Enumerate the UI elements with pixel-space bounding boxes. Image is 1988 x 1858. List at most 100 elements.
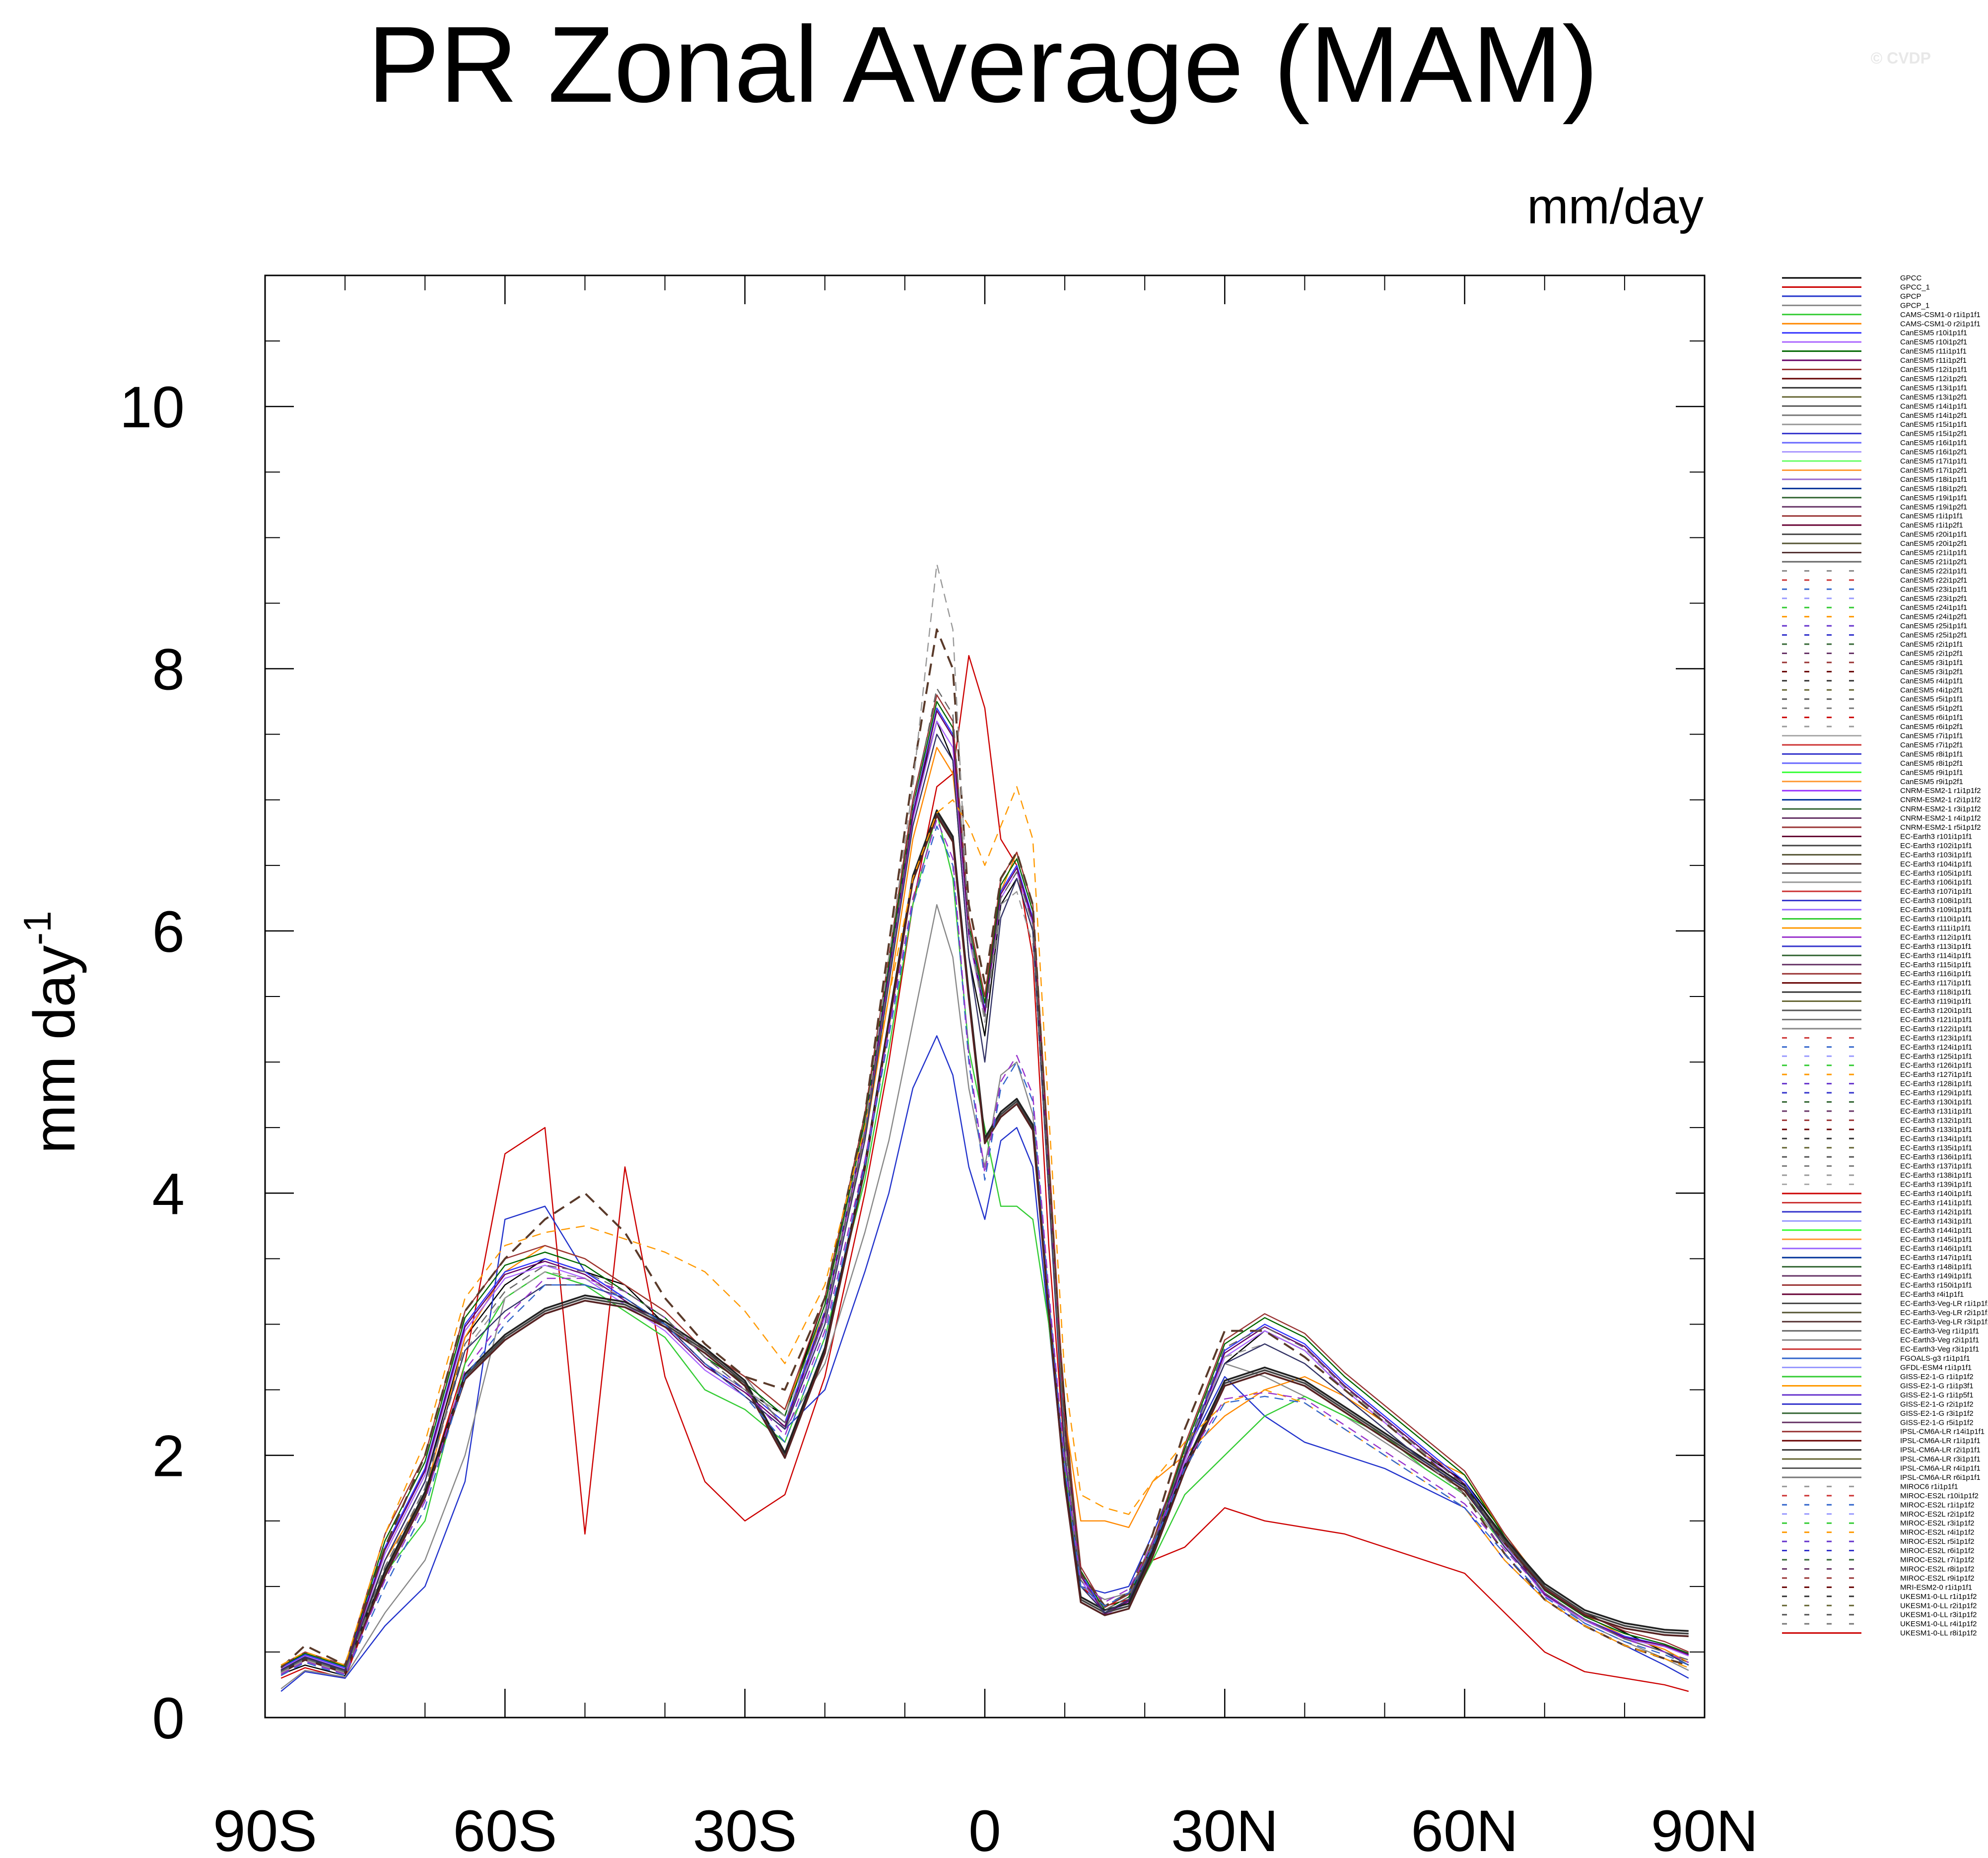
legend-item: CanESM5 r25i1p2f1	[1782, 631, 1967, 640]
legend-label: CanESM5 r22i1p2f1	[1900, 576, 1967, 585]
legend-label: EC-Earth3 r138i1p1f1	[1900, 1171, 1972, 1180]
legend-label: EC-Earth3 r101i1p1f1	[1900, 832, 1972, 841]
legend-label: CanESM5 r15i1p2f1	[1900, 430, 1967, 438]
legend-item: CanESM5 r2i1p2f1	[1782, 649, 1963, 658]
legend-item: EC-Earth3 r143i1p1f1	[1782, 1217, 1972, 1225]
legend-label: CanESM5 r20i1p2f1	[1900, 539, 1967, 548]
legend-item: CanESM5 r5i1p1f1	[1782, 695, 1963, 704]
legend-label: EC-Earth3 r135i1p1f1	[1900, 1144, 1972, 1152]
legend-label: CanESM5 r9i1p2f1	[1900, 778, 1963, 786]
series-line-9	[280, 701, 1689, 1667]
legend-item: FGOALS-g3 r1i1p1f1	[1782, 1354, 1970, 1363]
legend-item: EC-Earth3 r110i1p1f1	[1782, 915, 1972, 924]
legend-label: CanESM5 r12i1p2f1	[1900, 375, 1967, 383]
legend-item: EC-Earth3 r116i1p1f1	[1782, 970, 1972, 978]
legend-label: CNRM-ESM2-1 r1i1p1f2	[1900, 787, 1981, 795]
legend-label: CanESM5 r24i1p1f1	[1900, 603, 1967, 612]
legend-item: EC-Earth3 r131i1p1f1	[1782, 1107, 1972, 1116]
legend-label: CanESM5 r18i1p2f1	[1900, 484, 1967, 493]
legend-item: EC-Earth3 r147i1p1f1	[1782, 1254, 1972, 1262]
legend-label: EC-Earth3-Veg-LR r3i1p1f1	[1900, 1318, 1988, 1326]
axes	[264, 274, 1706, 1719]
legend-label: CanESM5 r5i1p1f1	[1900, 695, 1963, 704]
legend-label: EC-Earth3 r142i1p1f1	[1900, 1208, 1972, 1216]
legend-item: UKESM1-0-LL r4i1p1f2	[1782, 1620, 1977, 1628]
legend-label: EC-Earth3 r118i1p1f1	[1900, 988, 1972, 996]
legend-label: EC-Earth3 r115i1p1f1	[1900, 961, 1972, 969]
legend-item: EC-Earth3 r109i1p1f1	[1782, 906, 1972, 914]
legend-item: MIROC-ES2L r9i1p1f2	[1782, 1574, 1975, 1583]
legend-item: EC-Earth3 r101i1p1f1	[1782, 832, 1972, 841]
legend-label: EC-Earth3 r119i1p1f1	[1900, 997, 1972, 1006]
legend-item: EC-Earth3 r145i1p1f1	[1782, 1235, 1972, 1244]
legend-item: EC-Earth3 r102i1p1f1	[1782, 842, 1972, 850]
legend-label: MIROC-ES2L r10i1p1f2	[1900, 1492, 1979, 1500]
x-tick-label-3: 30S	[693, 1798, 797, 1858]
legend-item: CNRM-ESM2-1 r1i1p1f2	[1782, 787, 1981, 795]
series-line-21	[280, 687, 1689, 1672]
legend-item: MIROC-ES2L r5i1p1f2	[1782, 1537, 1975, 1546]
legend-item: EC-Earth3 r108i1p1f1	[1782, 897, 1972, 905]
legend-label: EC-Earth3-Veg-LR r2i1p1f1	[1900, 1309, 1988, 1317]
legend-item: CanESM5 r9i1p2f1	[1782, 778, 1963, 786]
series-line-2	[280, 655, 1689, 1692]
legend-item: CanESM5 r16i1p2f1	[1782, 448, 1967, 457]
legend-label: GPCP_1	[1900, 301, 1929, 310]
legend-item: EC-Earth3 r4i1p1f1	[1782, 1290, 1964, 1299]
legend-label: CanESM5 r1i1p2f1	[1900, 521, 1963, 530]
legend-item: CanESM5 r4i1p1f1	[1782, 677, 1963, 685]
legend-item: GISS-E2-1-G r2i1p1f2	[1782, 1400, 1974, 1408]
legend-item: EC-Earth3 r115i1p1f1	[1782, 961, 1972, 969]
legend-label: CanESM5 r7i1p1f1	[1900, 732, 1963, 740]
legend-item: CanESM5 r24i1p1f1	[1782, 603, 1967, 612]
legend-label: EC-Earth3 r139i1p1f1	[1900, 1181, 1972, 1189]
legend-label: MIROC-ES2L r4i1p1f2	[1900, 1528, 1975, 1537]
legend-item: CanESM5 r24i1p2f1	[1782, 613, 1967, 621]
legend-label: CanESM5 r25i1p1f1	[1900, 622, 1967, 630]
legend-label: EC-Earth3 r121i1p1f1	[1900, 1015, 1972, 1024]
legend-label: CanESM5 r11i1p2f1	[1900, 356, 1967, 365]
legend-label: CanESM5 r4i1p2f1	[1900, 686, 1963, 694]
legend-item: EC-Earth3 r135i1p1f1	[1782, 1144, 1972, 1152]
legend-item: EC-Earth3 r148i1p1f1	[1782, 1263, 1972, 1271]
legend-label: IPSL-CM6A-LR r1i1p1f1	[1900, 1437, 1981, 1445]
legend-item: CanESM5 r11i1p1f1	[1782, 347, 1967, 356]
legend-item: EC-Earth3 r130i1p1f1	[1782, 1098, 1972, 1107]
tick-labels: 90S 60S 30S 0 30N 60N 90N 0 2 4 6 8 10	[120, 375, 1759, 1858]
legend-item: CanESM5 r1i1p2f1	[1782, 521, 1963, 530]
legend-label: EC-Earth3 r102i1p1f1	[1900, 842, 1972, 850]
legend-label: EC-Earth3-Veg r3i1p1f1	[1900, 1345, 1979, 1354]
legend-item: EC-Earth3-Veg-LR r3i1p1f1	[1782, 1318, 1988, 1326]
legend-label: EC-Earth3 r120i1p1f1	[1900, 1006, 1972, 1015]
legend-label: UKESM1-0-LL r4i1p1f2	[1900, 1620, 1977, 1628]
legend-item: CanESM5 r10i1p2f1	[1782, 338, 1967, 346]
legend-label: EC-Earth3 r104i1p1f1	[1900, 860, 1972, 868]
legend-label: EC-Earth3 r122i1p1f1	[1900, 1025, 1972, 1033]
legend-label: EC-Earth3 r116i1p1f1	[1900, 970, 1972, 978]
legend-item: CAMS-CSM1-0 r1i1p1f1	[1782, 311, 1981, 319]
series-line-8	[280, 720, 1689, 1670]
legend-item: EC-Earth3 r127i1p1f1	[1782, 1070, 1972, 1079]
legend-item: UKESM1-0-LL r2i1p1f2	[1782, 1601, 1977, 1610]
legend-label: EC-Earth3 r123i1p1f1	[1900, 1034, 1972, 1042]
legend-label: CAMS-CSM1-0 r2i1p1f1	[1900, 320, 1981, 328]
series-line-19	[280, 825, 1689, 1676]
legend-item: CanESM5 r15i1p2f1	[1782, 430, 1967, 438]
legend-label: EC-Earth3 r148i1p1f1	[1900, 1263, 1972, 1271]
legend-item: EC-Earth3 r104i1p1f1	[1782, 860, 1972, 868]
legend-label: MIROC-ES2L r5i1p1f2	[1900, 1537, 1975, 1546]
legend-item: CNRM-ESM2-1 r5i1p1f2	[1782, 823, 1981, 832]
legend-label: GISS-E2-1-G r1i1p1f2	[1900, 1373, 1974, 1381]
legend-label: IPSL-CM6A-LR r14i1p1f1	[1900, 1428, 1985, 1436]
legend-label: EC-Earth3 r4i1p1f1	[1900, 1290, 1964, 1299]
legend-item: CanESM5 r7i1p1f1	[1782, 732, 1963, 740]
legend-label: MIROC-ES2L r3i1p1f2	[1900, 1519, 1975, 1527]
legend-item: CanESM5 r22i1p1f1	[1782, 567, 1967, 575]
legend-item: IPSL-CM6A-LR r14i1p1f1	[1782, 1428, 1985, 1436]
legend-item: CanESM5 r12i1p1f1	[1782, 366, 1967, 374]
legend-item: MIROC-ES2L r7i1p1f2	[1782, 1556, 1975, 1564]
legend-label: CanESM5 r10i1p2f1	[1900, 338, 1967, 346]
legend-item: EC-Earth3 r139i1p1f1	[1782, 1181, 1972, 1189]
legend-item: CanESM5 r3i1p2f1	[1782, 667, 1963, 676]
